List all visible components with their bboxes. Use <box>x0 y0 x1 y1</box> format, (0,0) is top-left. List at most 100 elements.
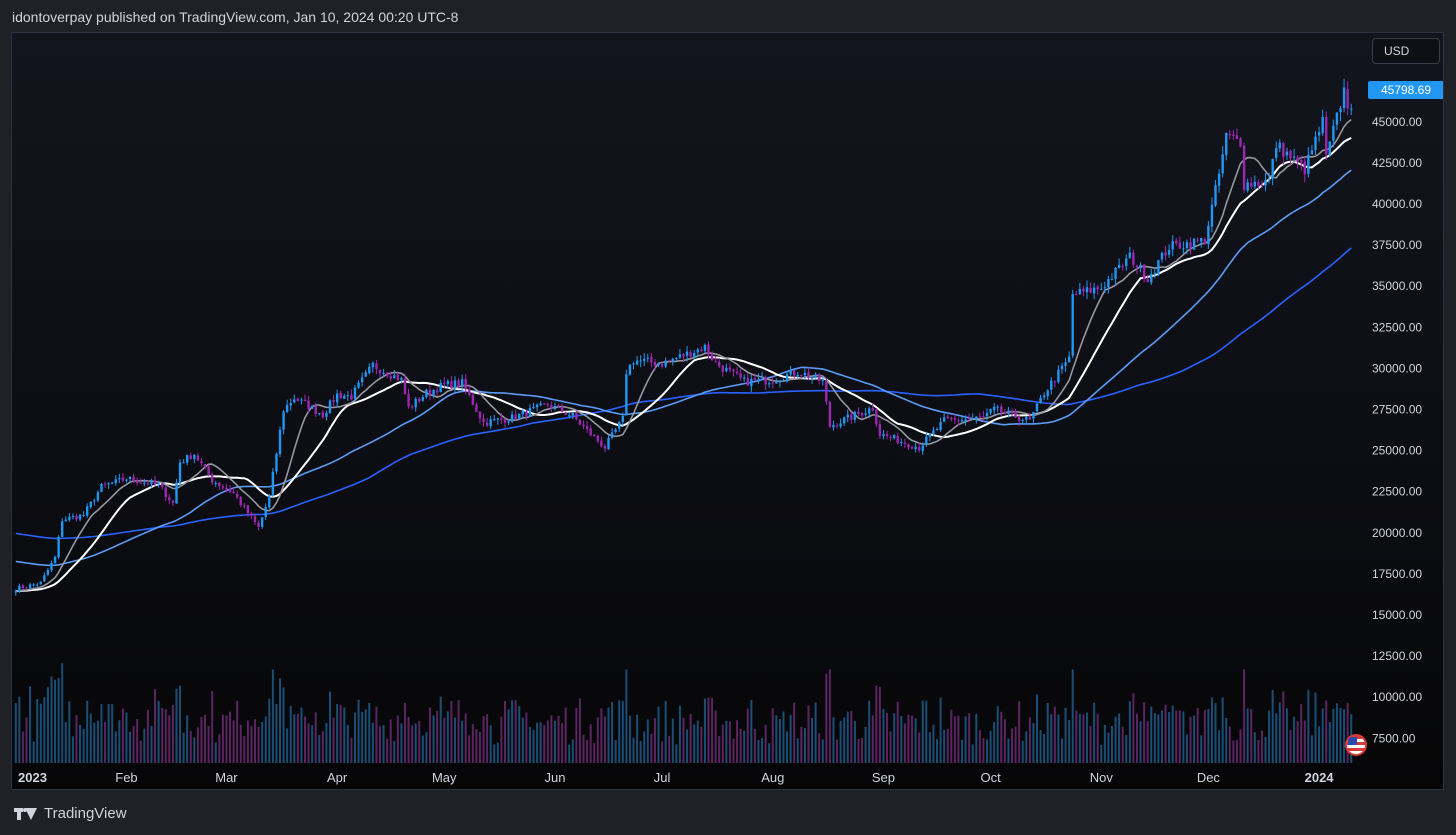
volume-bar <box>703 698 706 763</box>
volume-bar <box>536 722 539 763</box>
volume-bar <box>564 707 567 763</box>
candle-body <box>853 411 857 420</box>
price-chart[interactable]: 7500.00 10000.00 12500.00 15000.00 17500.00 2… <box>12 33 1444 790</box>
volume-bar <box>1310 735 1313 763</box>
candle-body <box>389 376 392 379</box>
candle-body <box>878 424 882 436</box>
volume-bar <box>204 714 207 763</box>
volume-bar <box>686 729 689 763</box>
candle-body <box>1235 135 1239 140</box>
volume-bar <box>182 732 185 763</box>
candle-body <box>260 517 264 527</box>
candle-body <box>135 481 139 484</box>
candle-body <box>114 479 117 483</box>
candle-body <box>653 361 657 366</box>
candle-body <box>989 409 992 413</box>
candle-body <box>832 425 835 428</box>
volume-bar <box>818 733 821 763</box>
candle-body <box>400 377 403 380</box>
candle-body <box>917 447 921 451</box>
volume-bar <box>943 729 946 763</box>
candle-body <box>550 405 553 409</box>
volume-bar <box>86 700 89 763</box>
candle-body <box>978 416 982 418</box>
volume-bar <box>111 704 114 763</box>
candle-body <box>992 406 996 411</box>
candle-body <box>885 434 889 437</box>
candle-body <box>282 411 285 430</box>
volume-bar <box>939 697 942 763</box>
currency-button[interactable]: USD <box>1372 38 1440 64</box>
candle-body <box>1278 142 1282 149</box>
volume-bar <box>503 700 506 763</box>
candle-body <box>543 403 546 405</box>
volume-bar <box>1196 708 1199 763</box>
candle-body <box>718 361 721 367</box>
candle-body <box>264 507 267 518</box>
volume-bar <box>1253 732 1256 763</box>
x-tick-label: Jun <box>544 770 565 785</box>
candle-body <box>85 506 89 516</box>
volume-bar <box>900 716 903 763</box>
candle-body <box>332 400 335 402</box>
candle-body <box>735 371 739 374</box>
candle-body <box>957 420 960 422</box>
candle-body <box>657 363 660 366</box>
candle-body <box>889 436 892 438</box>
candle-body <box>257 522 260 528</box>
candle-body <box>932 430 935 434</box>
volume-bar <box>878 686 881 763</box>
candle-body <box>921 445 924 451</box>
candle-body <box>1085 287 1089 293</box>
us-flag-icon[interactable] <box>1345 734 1367 756</box>
candle-body <box>460 379 464 386</box>
volume-bar <box>1214 703 1217 763</box>
volume-bar <box>332 717 335 763</box>
y-tick-label: 12500.00 <box>1372 649 1422 663</box>
volume-bar <box>1210 697 1213 763</box>
volume-bar <box>882 708 885 763</box>
volume-bar <box>1203 710 1206 763</box>
candle-body <box>1250 183 1253 187</box>
candle-body <box>582 424 585 427</box>
candle-body <box>896 436 899 444</box>
candle-body <box>1103 287 1107 289</box>
volume-bar <box>796 738 799 763</box>
candle-body <box>1167 249 1171 255</box>
volume-bar <box>154 689 157 763</box>
volume-bar <box>1032 722 1035 763</box>
footer-brand[interactable]: TradingView <box>14 805 127 822</box>
volume-bar <box>800 726 803 763</box>
candle-body <box>1242 145 1246 190</box>
volume-bar <box>1278 702 1281 763</box>
candle-body <box>628 364 632 375</box>
candle-body <box>1307 154 1310 174</box>
candle-body <box>118 478 121 480</box>
volume-bar <box>578 698 581 763</box>
chart-frame[interactable]: 7500.00 10000.00 12500.00 15000.00 17500.00 2… <box>11 32 1444 790</box>
volume-bar <box>1207 709 1210 763</box>
candle-body <box>1050 380 1053 390</box>
volume-bar <box>1239 729 1242 763</box>
volume-bar <box>1164 704 1167 763</box>
volume-bar <box>46 687 49 763</box>
candle-body <box>757 378 760 380</box>
candle-body <box>632 363 635 365</box>
candle-body <box>1285 151 1289 156</box>
volume-bar <box>1271 689 1274 763</box>
volume-bar <box>789 714 792 763</box>
candle-body <box>910 447 914 449</box>
volume-bar <box>418 720 421 763</box>
volume-bar <box>1175 710 1178 763</box>
volume-bar <box>1100 745 1103 763</box>
volume-bar <box>79 724 82 763</box>
volume-bar <box>1275 713 1278 763</box>
volume-bar <box>814 702 817 763</box>
volume-bar <box>25 717 28 763</box>
candle-body <box>171 500 175 503</box>
volume-bar <box>361 711 364 763</box>
volume-bar <box>850 710 853 763</box>
candle-body <box>789 370 792 375</box>
volume-bar <box>532 729 535 763</box>
volume-bar <box>54 679 57 763</box>
